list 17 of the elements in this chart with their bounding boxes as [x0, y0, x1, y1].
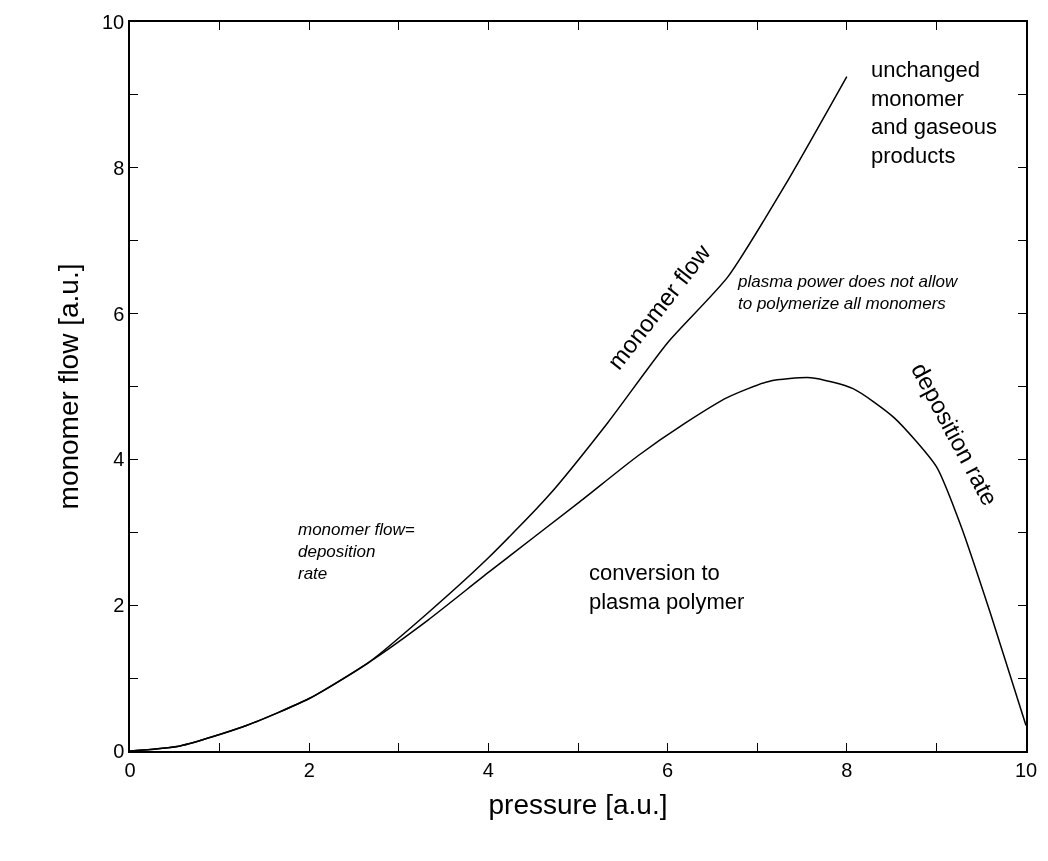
x-tick-label: 4 [482, 758, 494, 781]
annotation: conversion to plasma polymer [589, 560, 745, 614]
y-tick-label: 2 [113, 594, 125, 617]
y-tick-label: 8 [113, 156, 125, 179]
x-tick-label: 6 [662, 758, 674, 781]
y-tick-label: 0 [113, 740, 125, 762]
x-tick-label: 2 [303, 758, 315, 781]
y-tick-label: 6 [113, 302, 125, 325]
annotation: plasma power does not allow to polymerize all monomers [737, 272, 959, 314]
y-axis-title: monomer flow [a.u.] [53, 263, 85, 510]
y-tick-label: 10 [102, 11, 125, 33]
x-axis-title: pressure [a.u.] [488, 789, 668, 821]
x-tick-label: 10 [1014, 758, 1038, 781]
y-tick-label: 4 [113, 448, 125, 471]
x-tick-label: 8 [841, 758, 853, 781]
annotation: monomer flow= deposition rate [298, 520, 415, 584]
annotation: unchanged monomer and gaseous products [871, 57, 997, 168]
